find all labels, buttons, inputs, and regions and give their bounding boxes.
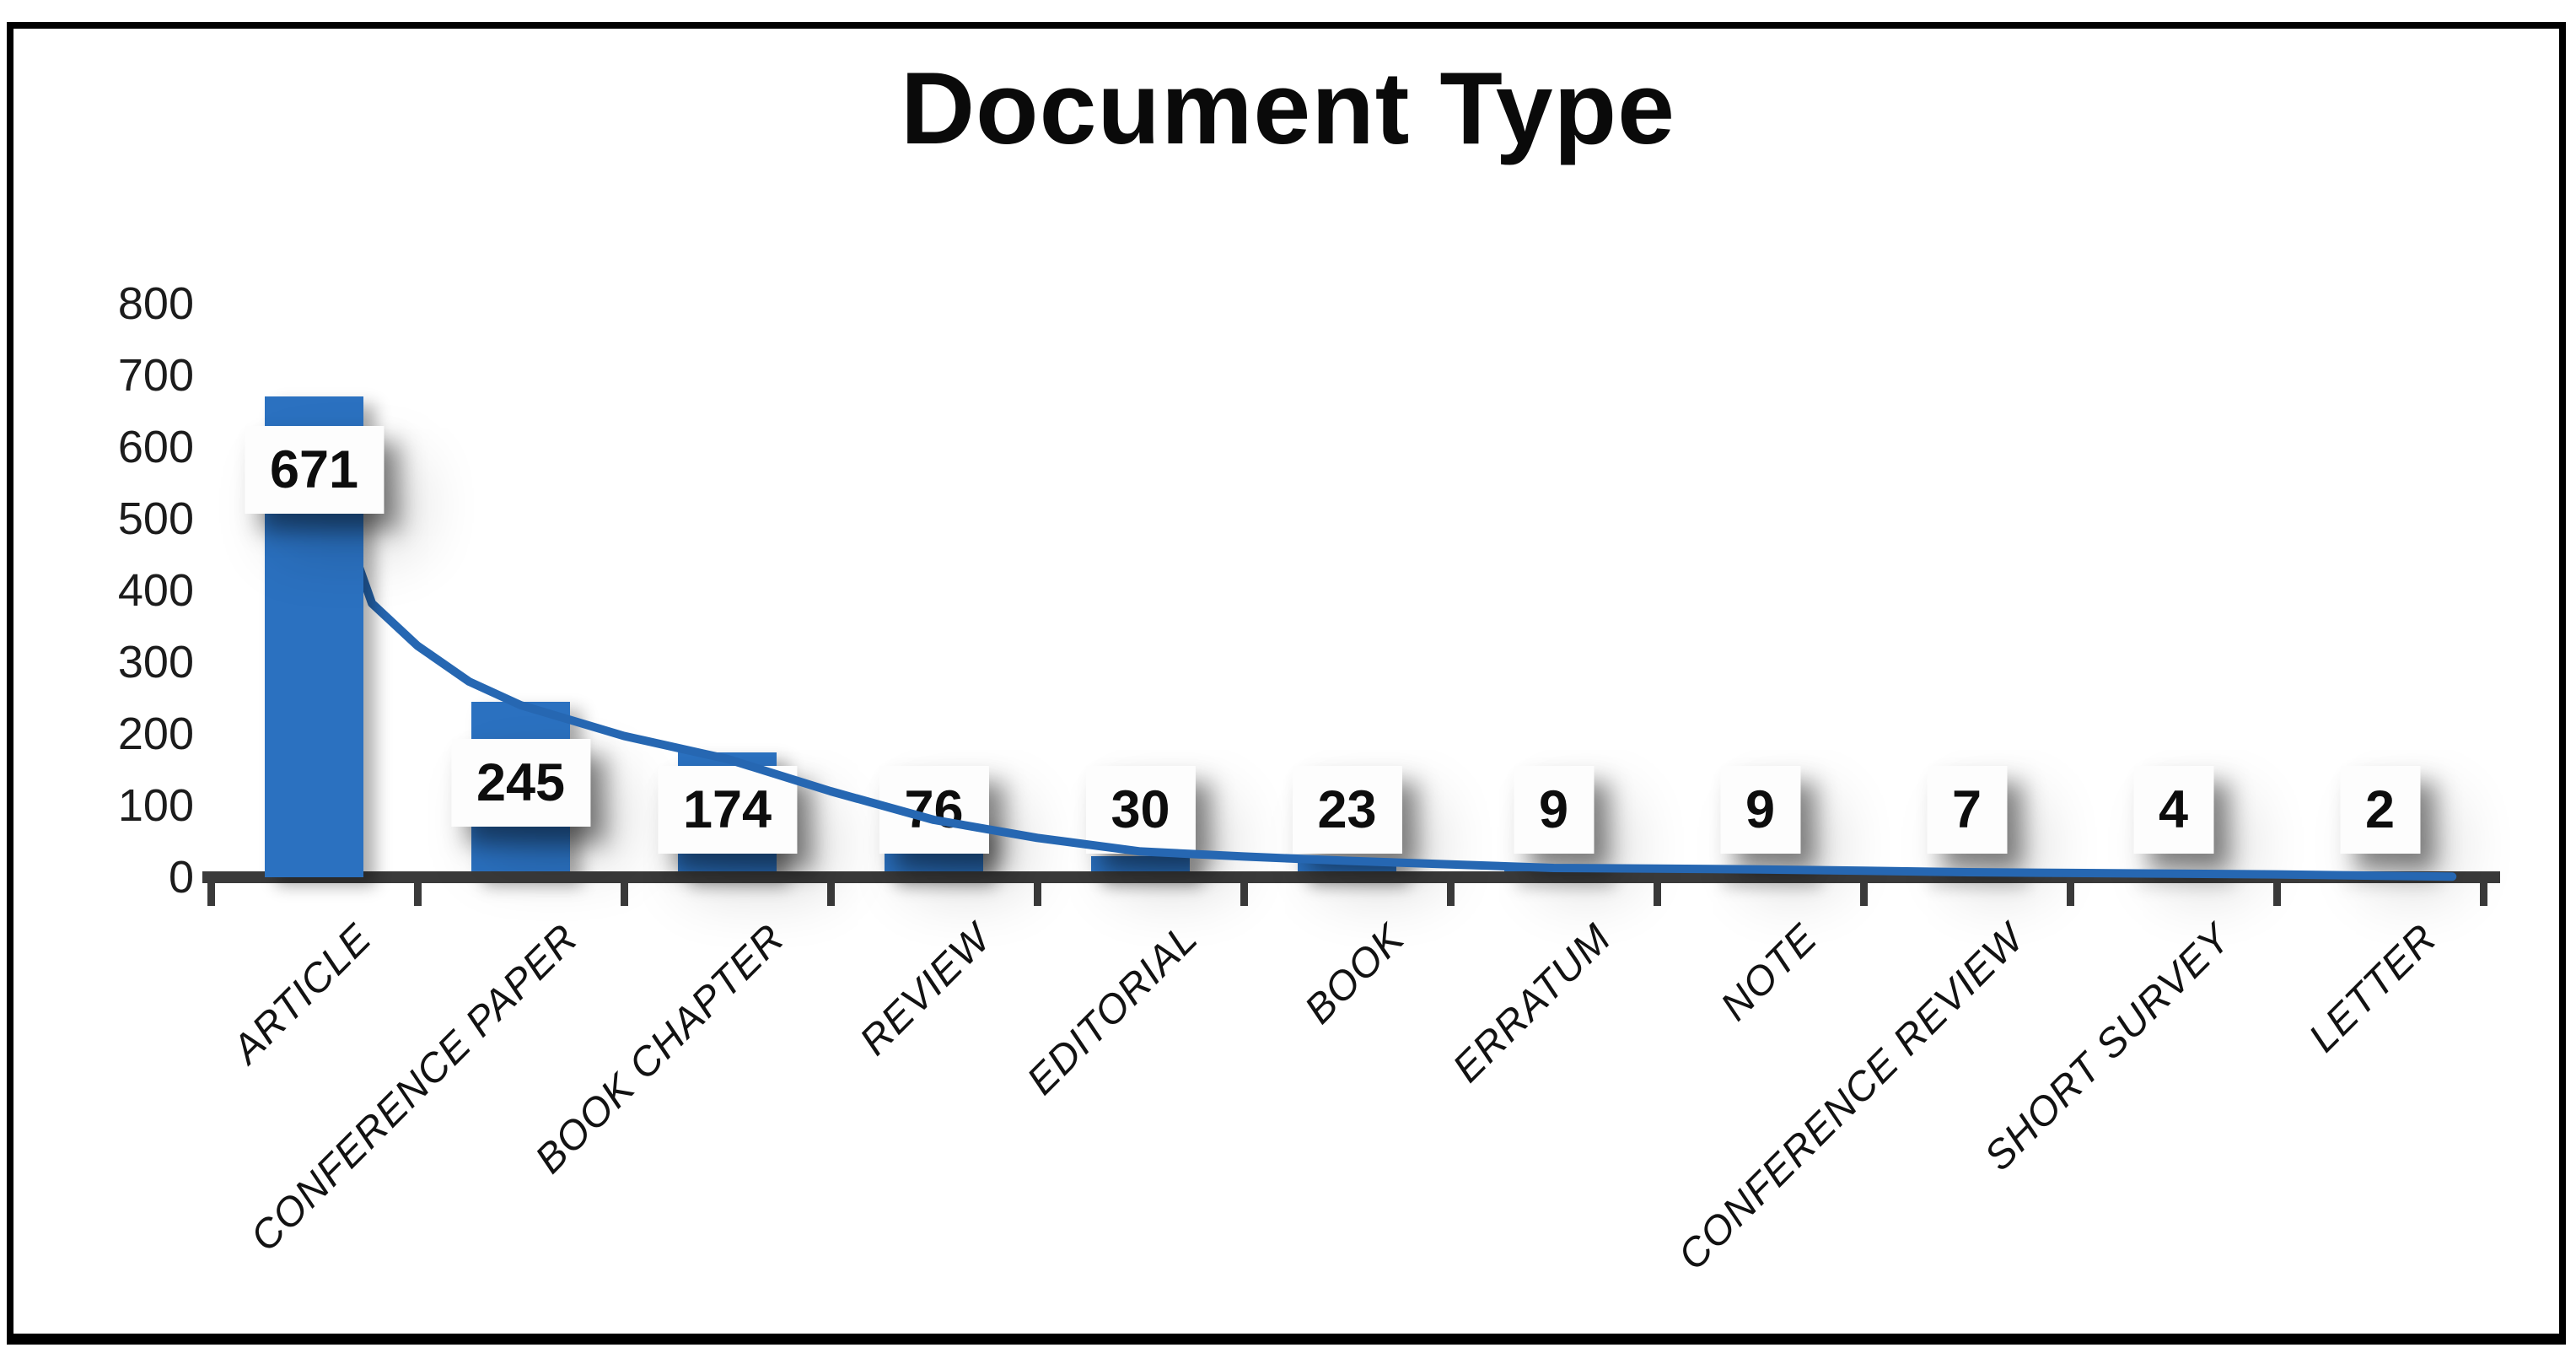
value-label: 7 bbox=[1926, 766, 2008, 854]
value-label: 671 bbox=[244, 426, 385, 514]
category-label: EDITORIAL bbox=[1019, 915, 1207, 1104]
x-axis-tick bbox=[1034, 883, 1041, 906]
x-axis-tick bbox=[827, 883, 835, 906]
x-axis-tick bbox=[1447, 883, 1455, 906]
y-tick-label: 500 bbox=[117, 493, 194, 544]
value-label: 9 bbox=[1513, 766, 1595, 854]
x-axis-tick bbox=[2067, 883, 2074, 906]
x-axis-tick bbox=[207, 883, 215, 906]
x-axis-tick bbox=[1860, 883, 1868, 906]
category-label: NOTE bbox=[1713, 915, 1826, 1030]
category-label: ERRATUM bbox=[1444, 915, 1620, 1092]
category-label: CONFERENCE REVIEW bbox=[1670, 915, 2033, 1280]
value-label: 76 bbox=[879, 766, 989, 854]
category-label: BOOK bbox=[1296, 915, 1413, 1033]
value-label: 245 bbox=[450, 739, 591, 827]
x-axis-tick bbox=[2480, 883, 2487, 906]
x-axis-line bbox=[202, 871, 2500, 883]
value-label: 9 bbox=[1719, 766, 1801, 854]
y-tick-label: 600 bbox=[117, 422, 194, 472]
y-tick-label: 0 bbox=[168, 852, 194, 903]
y-tick-label: 400 bbox=[117, 565, 194, 616]
category-label: ARTICLE bbox=[223, 915, 380, 1072]
x-axis-tick bbox=[1240, 883, 1248, 906]
x-axis-tick bbox=[2273, 883, 2281, 906]
category-label: LETTER bbox=[2300, 915, 2446, 1061]
y-tick-label: 300 bbox=[117, 637, 194, 687]
x-axis-tick bbox=[414, 883, 422, 906]
value-label: 174 bbox=[657, 766, 798, 854]
category-label: CONFERENCE PAPER bbox=[242, 915, 587, 1261]
category-label: REVIEW bbox=[852, 915, 1000, 1065]
y-tick-label: 800 bbox=[117, 278, 194, 329]
y-tick-label: 700 bbox=[117, 350, 194, 401]
chart-title: Document Type bbox=[900, 51, 1676, 165]
y-tick-label: 200 bbox=[117, 709, 194, 759]
value-label: 30 bbox=[1085, 766, 1196, 854]
x-axis-tick bbox=[1654, 883, 1661, 906]
value-label: 2 bbox=[2339, 766, 2421, 854]
chart-frame bbox=[7, 22, 2566, 1345]
x-axis-tick bbox=[621, 883, 628, 906]
value-label: 4 bbox=[2132, 766, 2214, 854]
y-tick-label: 100 bbox=[117, 780, 194, 831]
value-label: 23 bbox=[1292, 766, 1402, 854]
